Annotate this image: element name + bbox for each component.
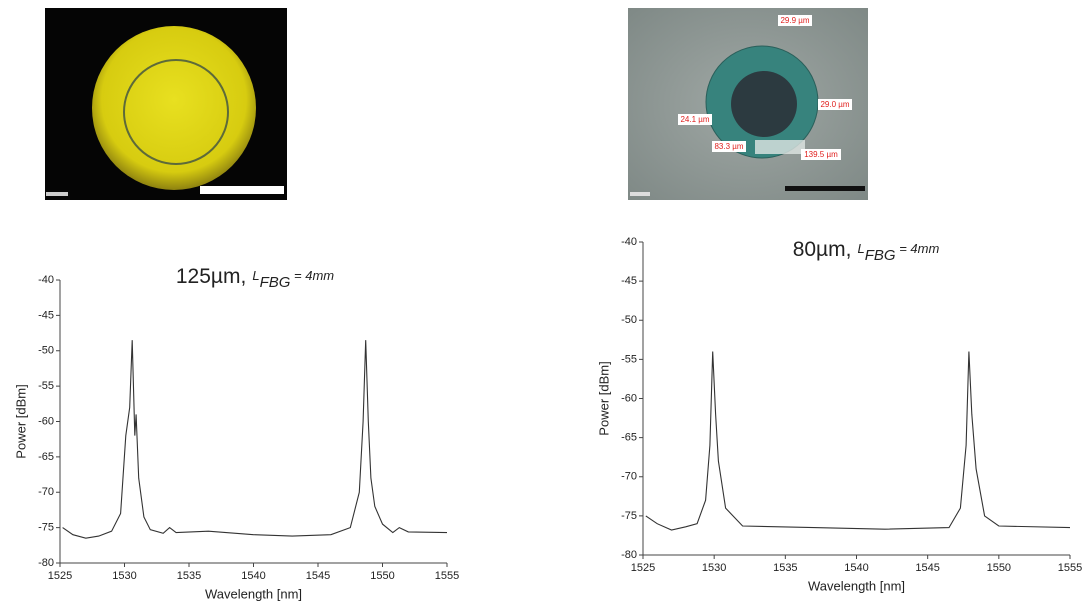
x-tick-label: 1525 <box>48 570 72 582</box>
title-suffix: = 4mm <box>290 268 334 283</box>
title-subscript: FBG <box>260 274 291 291</box>
y-tick-label: -80 <box>621 549 637 561</box>
y-tick-label: -45 <box>621 275 637 287</box>
y-tick-label: -65 <box>38 451 54 463</box>
y-tick-label: -45 <box>38 309 54 321</box>
title-symbol: L <box>858 241 865 256</box>
x-tick-label: 1540 <box>241 570 265 582</box>
title-text: 125µm, <box>176 265 246 288</box>
title-suffix: = 4mm <box>896 241 940 256</box>
y-tick-label: -50 <box>38 345 54 357</box>
chart-title: 80µm, LFBG = 4mm <box>793 238 940 264</box>
micrograph-label: 139.5 µm <box>804 150 838 159</box>
x-tick-label: 1535 <box>177 570 201 582</box>
micrograph-label: 83.3 µm <box>714 142 743 151</box>
y-tick-label: -55 <box>38 380 54 392</box>
x-axis-label: Wavelength [nm] <box>808 578 905 593</box>
y-tick-label: -60 <box>621 392 637 404</box>
spectrum-line <box>62 340 448 539</box>
x-tick-label: 1550 <box>370 570 394 582</box>
spectrum-line <box>645 351 1071 531</box>
y-axis-label: Power [dBm] <box>13 384 28 458</box>
micrograph-right: 29.9 µm 29.0 µm 24.1 µm 83.3 µm 139.5 µm <box>628 8 868 200</box>
x-tick-label: 1550 <box>987 562 1011 574</box>
y-tick-label: -40 <box>38 274 54 286</box>
y-tick-label: -70 <box>38 486 54 498</box>
y-axis-label: Power [dBm] <box>596 361 611 435</box>
x-tick-label: 1555 <box>1058 562 1082 574</box>
y-tick-label: -70 <box>621 471 637 483</box>
y-tick-label: -50 <box>621 314 637 326</box>
x-tick-label: 1545 <box>306 570 330 582</box>
y-tick-label: -60 <box>38 415 54 427</box>
y-tick-label: -75 <box>38 522 54 534</box>
micrograph-left <box>45 8 287 200</box>
x-tick-label: 1540 <box>844 562 868 574</box>
micrograph-label: 29.0 µm <box>820 100 849 109</box>
y-tick-label: -75 <box>621 510 637 522</box>
y-tick-label: -40 <box>621 236 637 248</box>
x-tick-label: 1530 <box>112 570 136 582</box>
y-tick-label: -65 <box>621 432 637 444</box>
x-tick-label: 1535 <box>773 562 797 574</box>
micrograph-label: 29.9 µm <box>780 16 809 25</box>
x-tick-label: 1525 <box>631 562 655 574</box>
chart-title: 125µm, LFBG = 4mm <box>176 265 334 291</box>
x-tick-label: 1530 <box>702 562 726 574</box>
title-symbol: L <box>252 268 259 283</box>
x-tick-label: 1555 <box>435 570 459 582</box>
y-tick-label: -55 <box>621 353 637 365</box>
micrograph-label: 24.1 µm <box>680 115 709 124</box>
title-subscript: FBG <box>865 247 896 264</box>
title-text: 80µm, <box>793 238 852 261</box>
x-axis-label: Wavelength [nm] <box>205 586 302 601</box>
x-tick-label: 1545 <box>915 562 939 574</box>
y-tick-label: -80 <box>38 557 54 569</box>
